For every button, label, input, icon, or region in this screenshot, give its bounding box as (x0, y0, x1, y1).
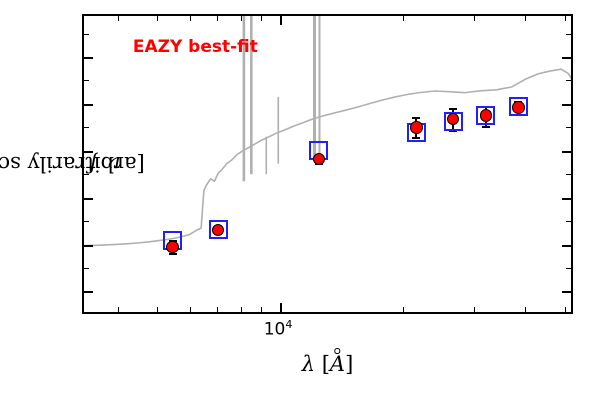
y-tick-minor (84, 221, 89, 223)
x-tick-minor (240, 16, 242, 21)
y-tick-minor (566, 127, 571, 129)
sed-continuum-line (84, 68, 571, 247)
y-tick-minor (84, 267, 89, 269)
y-tick-major (84, 197, 93, 200)
errorbar-cap (449, 107, 458, 110)
y-tick-minor (84, 80, 89, 82)
errorbar-cap (481, 125, 490, 128)
x-tick-minor (157, 16, 159, 21)
y-tick-major (84, 57, 93, 60)
errorbar-cap (412, 137, 421, 140)
y-tick-major (562, 244, 571, 247)
photometry-point[interactable] (312, 152, 326, 166)
photometry-point[interactable] (479, 109, 493, 122)
x-tick-minor (402, 307, 404, 312)
x-tick-major (280, 303, 283, 312)
x-axis-unit-angstrom: A (329, 352, 346, 376)
photometry-point[interactable] (166, 240, 179, 254)
photometry-point[interactable] (410, 121, 423, 134)
errorbar-cap (412, 117, 421, 120)
x-tick-minor (216, 16, 218, 21)
errorbar-cap (168, 253, 177, 256)
x-tick-minor (474, 307, 476, 312)
y-tick-minor (566, 174, 571, 176)
x-tick-minor (474, 16, 476, 21)
x-tick-minor (564, 307, 566, 312)
y-tick-minor (566, 33, 571, 35)
y-tick-minor (566, 267, 571, 269)
x-tick-minor (261, 16, 263, 21)
y-tick-major (562, 291, 571, 294)
y-tick-minor (566, 80, 571, 82)
x-axis-title: λ [A] (82, 352, 573, 376)
y-tick-major (562, 57, 571, 60)
model-flux-box[interactable] (208, 220, 228, 240)
photometry-point[interactable] (211, 223, 225, 237)
y-tick-major (84, 291, 93, 294)
y-tick-major (84, 150, 93, 153)
x-tick-minor (157, 307, 159, 312)
x-tick-minor (525, 307, 527, 312)
x-axis-symbol-lambda: λ (301, 352, 316, 376)
errorbar-cap (449, 130, 458, 133)
x-tick-minor (261, 307, 263, 312)
x-tick-minor (525, 16, 527, 21)
y-tick-major (84, 244, 93, 247)
x-tick-minor (240, 307, 242, 312)
sed-spectrum-plot (84, 16, 571, 247)
x-tick-minor (564, 16, 566, 21)
x-axis-bracket-close: ] (345, 352, 354, 376)
x-tick-label-1e4: 104 (264, 318, 293, 340)
x-tick-minor (216, 307, 218, 312)
model-flux-box[interactable] (508, 96, 528, 116)
x-tick-mantissa: 10 (263, 319, 286, 340)
y-tick-major (84, 103, 93, 106)
y-tick-minor (84, 174, 89, 176)
y-axis-title: fν [arbitrarily scaled] (0, 14, 145, 314)
x-tick-exponent: 4 (285, 318, 293, 331)
photometry-point[interactable] (512, 101, 525, 114)
plot-frame: EAZY best-fit (82, 14, 573, 314)
y-tick-major (562, 197, 571, 200)
x-tick-minor (189, 307, 191, 312)
model-flux-box[interactable] (476, 105, 496, 125)
annotation-eazy-best-fit: EAZY best-fit (132, 36, 258, 57)
x-axis-bracket-open: [ (315, 352, 330, 376)
y-tick-major (562, 150, 571, 153)
plot-clip-region (84, 16, 571, 312)
x-tick-minor (189, 16, 191, 21)
y-tick-major (562, 103, 571, 106)
x-tick-minor (118, 16, 120, 21)
x-tick-minor (402, 16, 404, 21)
x-tick-major (280, 16, 283, 25)
x-tick-minor (118, 307, 120, 312)
y-tick-minor (566, 221, 571, 223)
photometry-point[interactable] (446, 112, 460, 126)
y-tick-minor (84, 127, 89, 129)
y-tick-minor (84, 33, 89, 35)
